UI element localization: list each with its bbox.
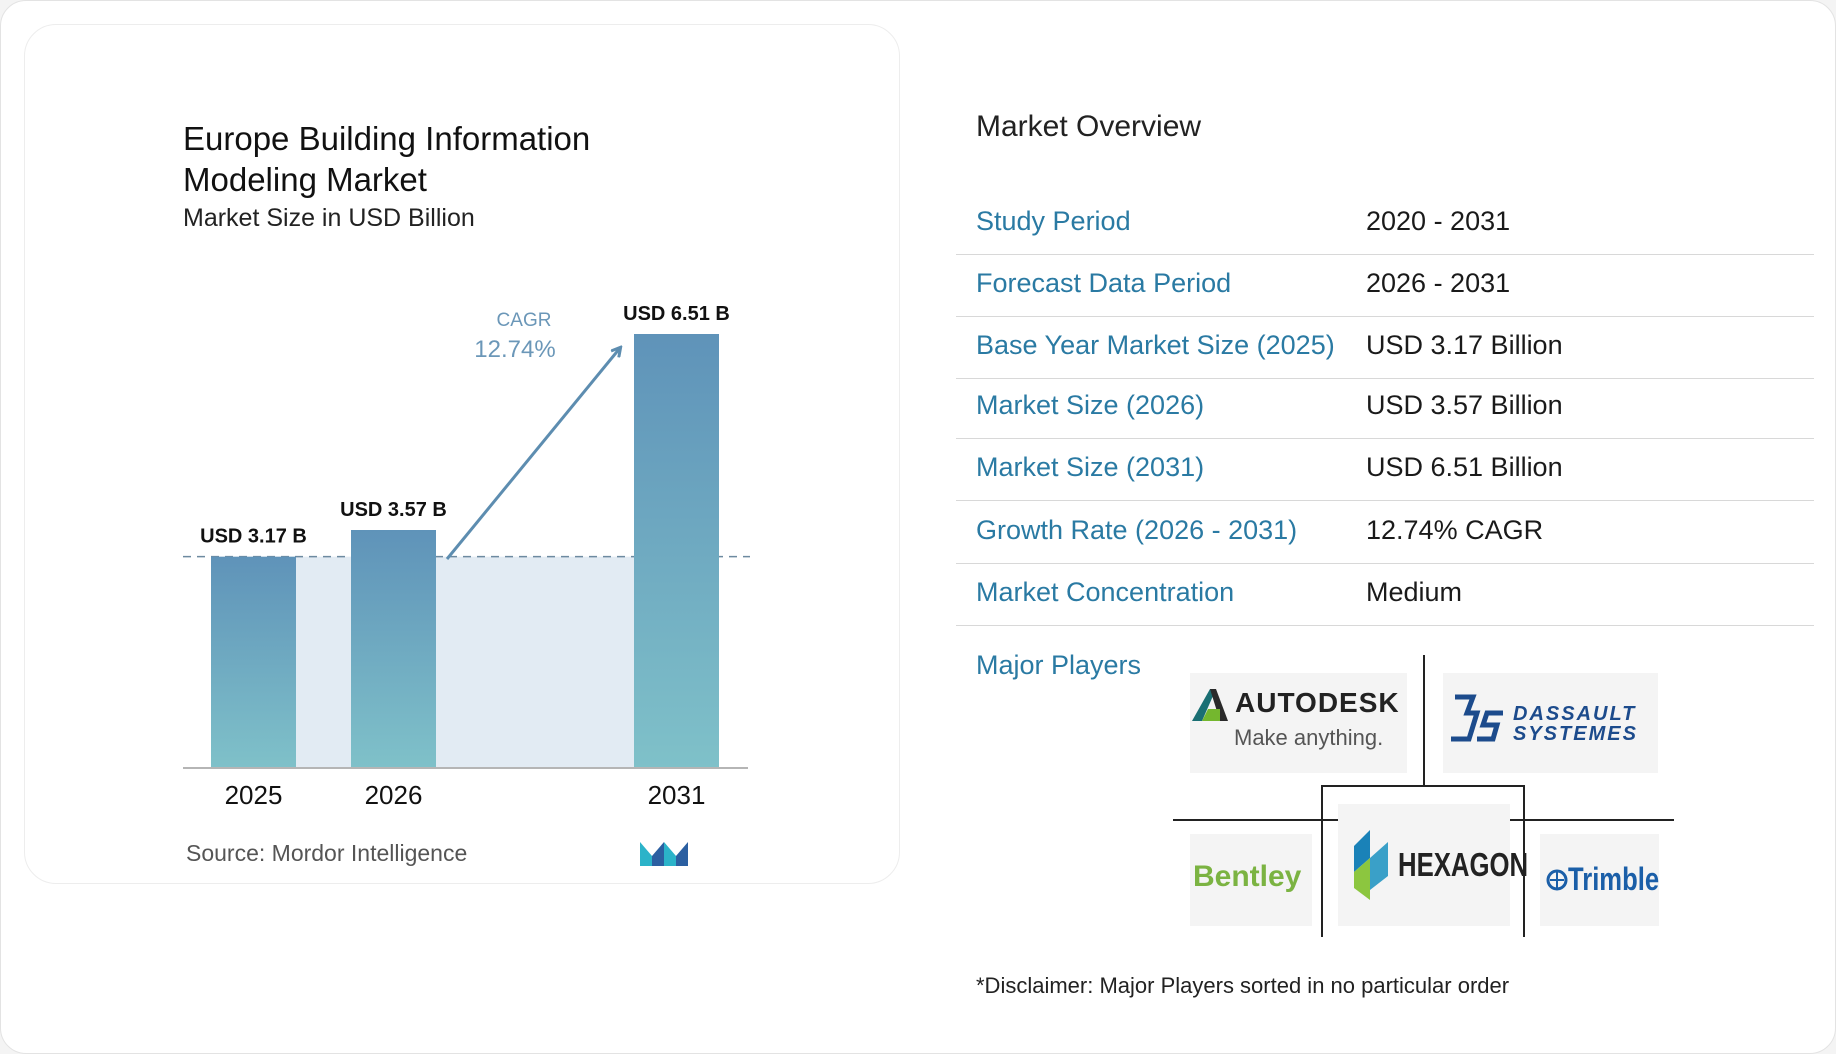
overview-row-value: 12.74% CAGR — [1366, 515, 1544, 545]
dassault-logo: DASSAULT SYSTEMES — [1443, 673, 1658, 773]
bar-2026 — [351, 530, 436, 768]
autodesk-logo: AUTODESK Make anything. — [1190, 673, 1407, 773]
dassault-3ds-icon — [1451, 694, 1503, 742]
overview-row-label: Base Year Market Size (2025) — [976, 330, 1335, 360]
trimble-name: Trimble — [1568, 861, 1660, 897]
overview-row-value: USD 3.17 Billion — [1366, 330, 1563, 360]
autodesk-tagline: Make anything. — [1234, 725, 1384, 750]
overview-row-value: 2020 - 2031 — [1366, 206, 1511, 236]
bar-value-label: USD 3.17 B — [200, 526, 307, 548]
overview-row-value: USD 3.57 Billion — [1366, 390, 1563, 420]
overview-row: Study Period 2020 - 2031 — [956, 192, 1814, 255]
source-text: Source: Mordor Intelligence — [186, 840, 468, 866]
dassault-line1: DASSAULT — [1513, 703, 1637, 725]
disclaimer-text: *Disclaimer: Major Players sorted in no … — [976, 973, 1510, 998]
overview-row-label: Forecast Data Period — [976, 268, 1232, 298]
x-tick-label: 2031 — [648, 780, 706, 810]
overview-row-value: 2026 - 2031 — [1366, 268, 1511, 298]
bentley-name: Bentley — [1193, 860, 1302, 893]
bar-value-label: USD 3.57 B — [340, 499, 447, 521]
bar-chart: USD 3.17 B 2025 USD 3.57 B 2026 USD 6.51 B 20… — [183, 303, 750, 810]
x-tick-label: 2026 — [365, 780, 423, 810]
x-tick-label: 2025 — [225, 780, 283, 810]
grid-line — [1321, 785, 1525, 787]
grid-line — [1423, 655, 1425, 785]
major-players-label: Major Players — [976, 650, 1142, 680]
chart-subtitle: Market Size in USD Billion — [183, 204, 475, 232]
trimble-globe-icon — [1546, 869, 1568, 891]
overview-row-label: Growth Rate (2026 - 2031) — [976, 515, 1298, 545]
chart-title: Europe Building Information Modeling Mar… — [183, 120, 591, 198]
overview-row: Base Year Market Size (2025) USD 3.17 Bil… — [956, 316, 1814, 379]
overview-row-label: Market Size (2026) — [976, 390, 1205, 420]
overview-row-label: Market Size (2031) — [976, 452, 1205, 482]
cagr-label: CAGR — [497, 310, 552, 331]
trimble-logo: Trimble — [1540, 834, 1659, 926]
dassault-line2: SYSTEMES — [1513, 723, 1638, 745]
overview-row: Market Size (2026) USD 3.57 Billion — [956, 376, 1814, 439]
mordor-intelligence-logo-icon — [640, 842, 688, 866]
hexagon-logo: HEXAGON — [1338, 804, 1528, 926]
hexagon-emblem-icon — [1354, 830, 1388, 900]
bar-value-label: USD 6.51 B — [623, 303, 730, 325]
bar-2025 — [211, 556, 296, 768]
autodesk-a-icon — [1192, 689, 1228, 721]
overview-title: Market Overview — [976, 110, 1202, 143]
hexagon-name: HEXAGON — [1398, 846, 1529, 883]
overview-row: Growth Rate (2026 - 2031) 12.74% CAGR — [956, 501, 1814, 564]
overview-row-label: Study Period — [976, 206, 1131, 236]
cagr-value: 12.74% — [474, 336, 555, 363]
cagr-arrow — [445, 348, 620, 560]
grid-line — [1523, 785, 1525, 937]
baseline-band — [296, 556, 634, 768]
overview-row: Market Concentration Medium — [956, 563, 1814, 626]
overview-row: Forecast Data Period 2026 - 2031 — [956, 254, 1814, 317]
overview-row-value: Medium — [1366, 577, 1463, 607]
bar-2031 — [634, 334, 719, 768]
autodesk-name: AUTODESK — [1235, 687, 1400, 718]
overview-row-value: USD 6.51 Billion — [1366, 452, 1563, 482]
overview-row-label: Market Concentration — [976, 577, 1235, 607]
bentley-logo: Bentley — [1190, 834, 1312, 926]
overview-row: Market Size (2031) USD 6.51 Billion — [956, 438, 1814, 501]
grid-line — [1321, 785, 1323, 937]
